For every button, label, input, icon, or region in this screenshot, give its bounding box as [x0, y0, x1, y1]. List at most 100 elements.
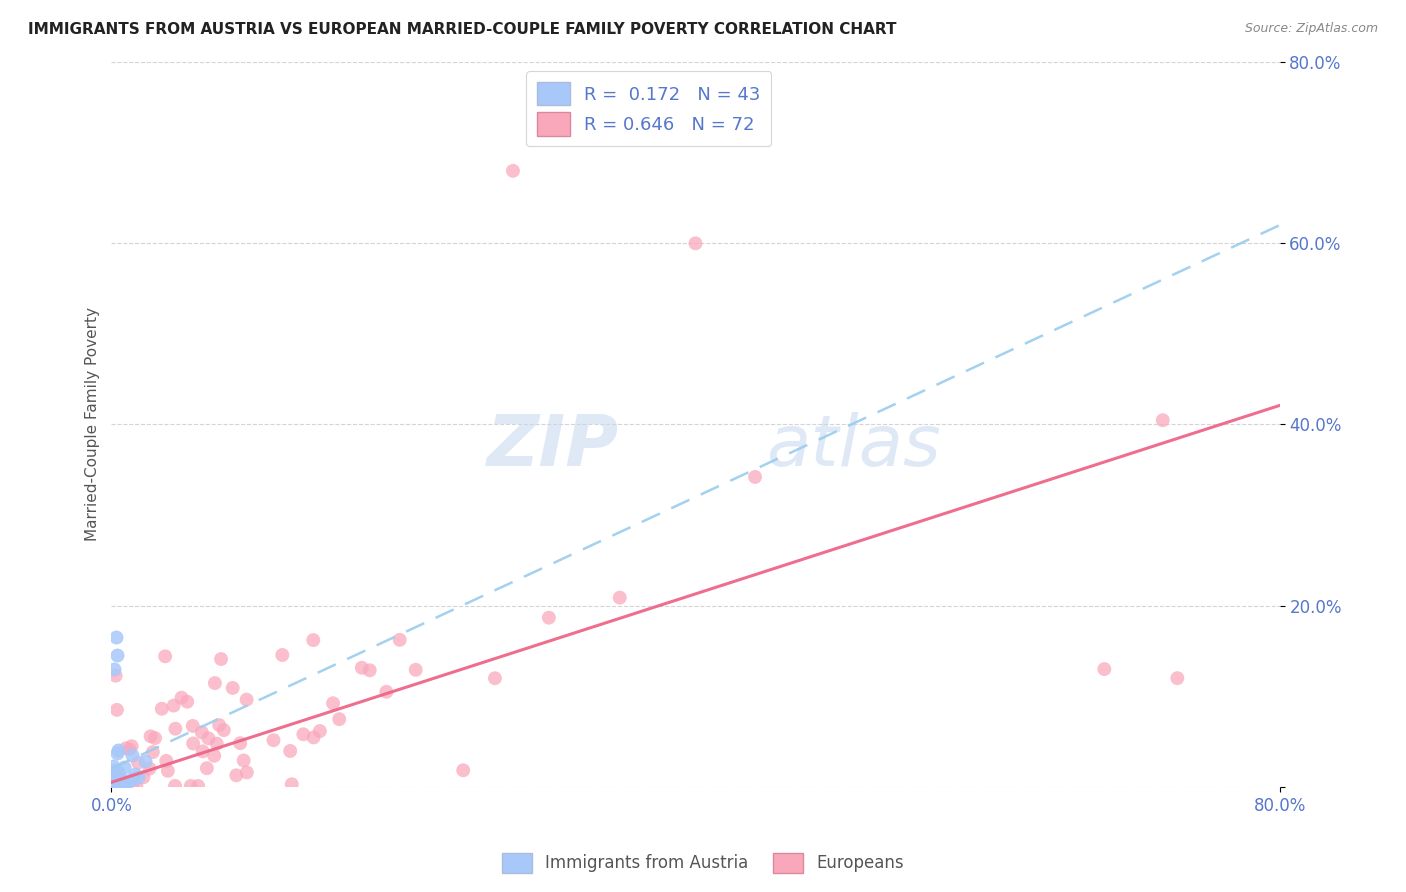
Point: [105, 648, 128, 663]
Point: [502, 164, 524, 178]
Legend: Immigrants from Austria, Europeans: Immigrants from Austria, Europeans: [495, 847, 911, 880]
Point: [155, 754, 177, 768]
Point: [150, 702, 173, 716]
Point: [114, 774, 136, 789]
Point: [105, 776, 128, 790]
Text: Source: ZipAtlas.com: Source: ZipAtlas.com: [1244, 22, 1378, 36]
Point: [132, 770, 155, 784]
Point: [1092, 662, 1115, 676]
Point: [139, 729, 162, 743]
Point: [153, 649, 176, 664]
Point: [208, 718, 231, 732]
Point: [103, 773, 125, 788]
Point: [138, 762, 160, 776]
Point: [359, 663, 381, 677]
Point: [170, 690, 193, 705]
Point: [302, 731, 325, 745]
Point: [104, 763, 127, 777]
Point: [609, 591, 631, 605]
Point: [685, 236, 707, 251]
Point: [121, 748, 143, 763]
Point: [195, 761, 218, 775]
Point: [1152, 413, 1174, 427]
Point: [125, 779, 148, 793]
Point: [103, 766, 125, 780]
Point: [107, 765, 129, 780]
Point: [108, 774, 131, 789]
Point: [117, 775, 139, 789]
Point: [111, 774, 134, 789]
Point: [105, 765, 128, 780]
Point: [225, 768, 247, 782]
Point: [105, 778, 128, 792]
Point: [105, 746, 128, 760]
Point: [127, 756, 149, 770]
Point: [235, 692, 257, 706]
Point: [209, 652, 232, 666]
Point: [104, 669, 127, 683]
Point: [110, 772, 132, 786]
Point: [103, 777, 125, 791]
Point: [221, 681, 243, 695]
Text: atlas: atlas: [766, 412, 941, 481]
Point: [302, 633, 325, 648]
Point: [127, 770, 149, 784]
Point: [181, 736, 204, 750]
Point: [744, 470, 766, 484]
Point: [484, 671, 506, 685]
Point: [156, 764, 179, 778]
Point: [105, 769, 128, 783]
Point: [191, 744, 214, 758]
Point: [176, 695, 198, 709]
Point: [103, 662, 125, 676]
Point: [328, 712, 350, 726]
Point: [104, 778, 127, 792]
Point: [104, 631, 127, 645]
Point: [202, 748, 225, 763]
Point: [232, 754, 254, 768]
Point: [405, 663, 427, 677]
Point: [121, 739, 143, 754]
Point: [110, 772, 132, 786]
Point: [118, 742, 141, 756]
Point: [107, 743, 129, 757]
Point: [114, 779, 136, 793]
Point: [292, 727, 315, 741]
Point: [107, 778, 129, 792]
Point: [204, 676, 226, 690]
Point: [105, 764, 128, 778]
Point: [103, 773, 125, 788]
Point: [121, 772, 143, 786]
Point: [1166, 671, 1188, 685]
Point: [375, 685, 398, 699]
Point: [101, 759, 124, 773]
Point: [350, 661, 373, 675]
Point: [134, 754, 156, 768]
Point: [101, 779, 124, 793]
Point: [229, 736, 252, 750]
Point: [271, 648, 294, 662]
Point: [537, 610, 560, 624]
Point: [108, 779, 131, 793]
Point: [388, 632, 411, 647]
Point: [107, 772, 129, 786]
Point: [322, 696, 344, 710]
Point: [165, 722, 187, 736]
Text: ZIP: ZIP: [488, 412, 620, 481]
Point: [451, 764, 474, 778]
Point: [278, 744, 301, 758]
Point: [143, 731, 166, 745]
Point: [309, 724, 332, 739]
Point: [104, 772, 127, 787]
Point: [263, 733, 285, 747]
Point: [181, 719, 204, 733]
Point: [110, 778, 132, 792]
Point: [191, 725, 214, 739]
Point: [111, 779, 134, 793]
Text: IMMIGRANTS FROM AUSTRIA VS EUROPEAN MARRIED-COUPLE FAMILY POVERTY CORRELATION CH: IMMIGRANTS FROM AUSTRIA VS EUROPEAN MARR…: [28, 22, 897, 37]
Point: [104, 779, 127, 793]
Point: [107, 769, 129, 783]
Legend: R =  0.172   N = 43, R = 0.646   N = 72: R = 0.172 N = 43, R = 0.646 N = 72: [526, 71, 772, 146]
Y-axis label: Married-Couple Family Poverty: Married-Couple Family Poverty: [86, 308, 100, 541]
Point: [105, 703, 128, 717]
